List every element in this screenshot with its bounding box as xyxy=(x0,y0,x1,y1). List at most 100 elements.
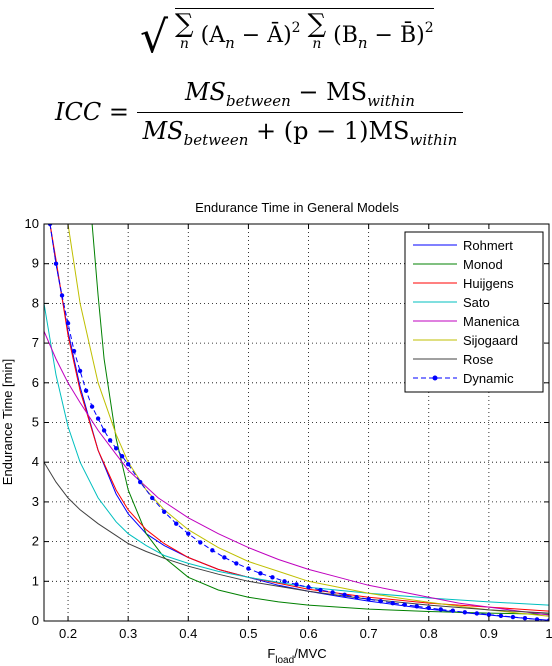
series-point-dynamic xyxy=(366,596,371,602)
sum-a: ∑ n xyxy=(175,9,194,52)
power-b: 2 xyxy=(424,20,434,36)
series-point-dynamic xyxy=(174,521,179,526)
legend-label-sato: Sato xyxy=(463,295,490,310)
x-tick-label: 0.9 xyxy=(480,626,498,641)
series-point-dynamic xyxy=(378,598,383,604)
series-point-dynamic xyxy=(462,610,468,615)
series-point-dynamic xyxy=(198,540,203,545)
series-point-dynamic xyxy=(426,605,431,611)
series-point-dynamic xyxy=(150,495,155,501)
term-b-sub: n xyxy=(357,34,368,52)
power-a: 2 xyxy=(291,20,301,36)
series-point-dynamic xyxy=(113,446,119,451)
pearson-denominator-equation: √ ∑ n (An − Ā)2 ∑ n (Bn − B̄)2 xyxy=(140,8,434,63)
icc-lhs: ICC = xyxy=(55,98,129,126)
series-point-dynamic xyxy=(270,575,275,580)
legend-label-manenica: Manenica xyxy=(463,314,520,329)
legend-label-sijogaard: Sijogaard xyxy=(463,333,518,348)
series-point-dynamic xyxy=(390,600,395,606)
y-tick-label: 9 xyxy=(32,256,39,271)
series-point-dynamic xyxy=(210,548,215,553)
series-point-dynamic xyxy=(282,579,287,584)
icc-numerator: MSbetween − MSwithin xyxy=(136,78,464,113)
legend-label-dynamic: Dynamic xyxy=(463,371,514,386)
series-point-dynamic xyxy=(306,585,311,590)
icc-equation: ICC = MSbetween − MSwithin MSbetween + (… xyxy=(55,78,464,149)
y-axis-label: Endurance Time [min] xyxy=(0,359,15,485)
series-point-dynamic xyxy=(318,587,323,593)
series-point-dynamic xyxy=(234,561,239,566)
x-tick-label: 0.8 xyxy=(420,626,438,641)
series-point-dynamic xyxy=(474,611,480,616)
series-point-dynamic xyxy=(438,607,443,612)
y-tick-label: 2 xyxy=(32,534,39,549)
y-tick-label: 8 xyxy=(32,295,39,310)
legend-label-monod: Monod xyxy=(463,257,503,272)
series-point-dynamic xyxy=(125,461,131,467)
mean-b: − B̄) xyxy=(367,23,425,48)
y-tick-label: 1 xyxy=(32,573,39,588)
legend-box xyxy=(404,231,544,393)
series-point-dynamic xyxy=(89,404,95,409)
series-point-dynamic xyxy=(354,594,359,600)
term-b: (B xyxy=(333,23,358,48)
x-tick-label: 0.7 xyxy=(360,626,378,641)
series-point-dynamic xyxy=(59,293,65,298)
y-tick-label: 7 xyxy=(32,335,39,350)
icc-fraction: MSbetween − MSwithin MSbetween + (p − 1)… xyxy=(136,78,464,149)
y-tick-label: 4 xyxy=(32,454,39,469)
series-point-dynamic xyxy=(450,608,456,613)
y-tick-label: 10 xyxy=(25,216,39,231)
series-point-dynamic xyxy=(546,618,549,621)
series-point-dynamic xyxy=(498,613,504,619)
series-point-dynamic xyxy=(294,582,299,587)
series-point-dynamic xyxy=(77,368,83,374)
series-point-dynamic xyxy=(330,590,335,595)
term-a-sub: n xyxy=(225,34,235,52)
series-point-dynamic xyxy=(65,321,71,326)
series-point-dynamic xyxy=(83,388,89,393)
series-point-dynamic xyxy=(414,604,419,609)
series-line-huijgens xyxy=(49,224,549,612)
series-point-dynamic xyxy=(246,566,251,571)
series-point-dynamic xyxy=(95,416,101,421)
x-tick-label: 0.3 xyxy=(119,626,137,641)
icc-denominator: MSbetween + (p − 1)MSwithin xyxy=(142,117,458,149)
x-tick-label: 0.2 xyxy=(59,626,77,641)
series-point-dynamic xyxy=(258,571,263,576)
legend-label-rose: Rose xyxy=(463,352,493,367)
series-point-dynamic xyxy=(510,614,516,620)
legend-marker-dynamic xyxy=(432,375,438,381)
y-tick-label: 0 xyxy=(32,613,39,628)
series-line-sato xyxy=(44,303,549,606)
mean-a: − Ā) xyxy=(234,23,292,48)
x-tick-label: 0.6 xyxy=(299,626,317,641)
x-axis-label: Fload/MVC xyxy=(267,646,326,666)
x-tick-label: 1 xyxy=(545,626,552,641)
series-line-monod xyxy=(91,224,549,615)
series-line-sijogaard xyxy=(67,224,549,617)
series-point-dynamic xyxy=(186,531,191,536)
series-line-manenica xyxy=(44,331,549,616)
series-point-dynamic xyxy=(162,509,167,515)
chart-title: Endurance Time in General Models xyxy=(195,200,399,215)
series-group xyxy=(44,224,549,621)
legend-label-huijgens: Huijgens xyxy=(463,276,514,291)
series-point-dynamic xyxy=(486,612,492,617)
series-line-rose xyxy=(44,461,549,614)
series-point-dynamic xyxy=(101,428,107,433)
x-tick-label: 0.5 xyxy=(239,626,257,641)
y-tick-label: 5 xyxy=(32,415,39,430)
y-tick-label: 6 xyxy=(32,375,39,390)
x-tick-label: 0.4 xyxy=(179,626,197,641)
sqrt-symbol: √ xyxy=(140,12,169,63)
series-point-dynamic xyxy=(47,224,53,227)
series-point-dynamic xyxy=(222,555,227,560)
series-point-dynamic xyxy=(342,592,347,597)
sum-b: ∑ n xyxy=(307,9,327,52)
series-point-dynamic xyxy=(137,479,143,485)
series-point-dynamic xyxy=(402,602,407,607)
series-point-dynamic xyxy=(119,454,125,459)
